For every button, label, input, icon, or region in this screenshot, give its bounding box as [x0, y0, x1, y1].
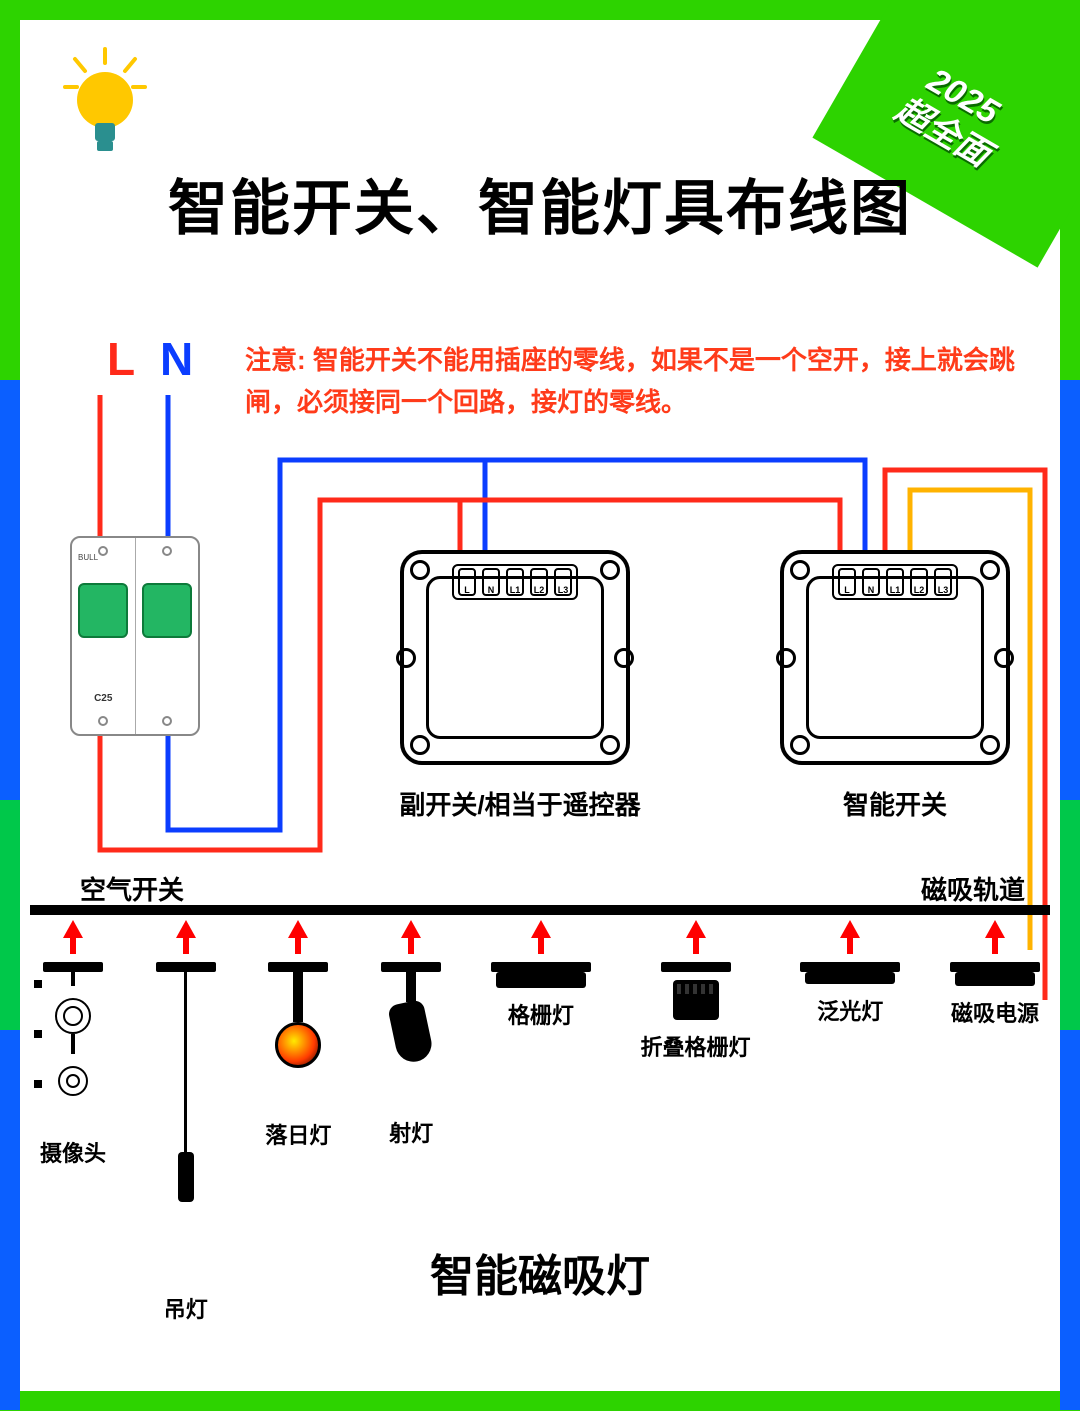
- side-accent: [0, 800, 20, 1030]
- footer-title: 智能磁吸灯: [0, 1240, 1080, 1304]
- light-power: 磁吸电源: [950, 920, 1040, 1028]
- side-accent: [0, 380, 20, 800]
- circuit-breaker: BULL C25: [70, 536, 200, 736]
- air-switch-label: 空气开关: [80, 870, 184, 907]
- page-title: 智能开关、智能灯具布线图: [0, 160, 1080, 247]
- live-label: L: [107, 332, 135, 386]
- magnetic-track-bar: [30, 905, 1050, 915]
- smart-switch: L N L1 L2 L3: [780, 550, 1010, 765]
- light-camera: 摄像头: [40, 920, 106, 1168]
- side-accent: [0, 1030, 20, 1410]
- light-grille: 格栅灯: [491, 920, 591, 1030]
- light-sunset: 落日灯: [265, 920, 331, 1150]
- neutral-label: N: [160, 332, 193, 386]
- track-label: 磁吸轨道: [921, 870, 1025, 907]
- side-accent: [1060, 800, 1080, 1030]
- side-accent: [1060, 1030, 1080, 1410]
- lightbulb-icon: [55, 45, 155, 155]
- sub-switch: L N L1 L2 L3: [400, 550, 630, 765]
- warning-text: 注意: 智能开关不能用插座的零线，如果不是一个空开，接上就会跳闸，必须接同一个回…: [245, 340, 1020, 423]
- side-accent: [1060, 380, 1080, 800]
- breaker-brand: BULL: [78, 553, 98, 562]
- breaker-rating: C25: [94, 693, 112, 704]
- light-fold-grille: 折叠格栅灯: [641, 920, 751, 1062]
- light-flood: 泛光灯: [800, 920, 900, 1026]
- light-spot: 射灯: [381, 920, 441, 1148]
- smart-switch-label: 智能开关: [785, 785, 1005, 822]
- sub-switch-label: 副开关/相当于遥控器: [380, 785, 660, 822]
